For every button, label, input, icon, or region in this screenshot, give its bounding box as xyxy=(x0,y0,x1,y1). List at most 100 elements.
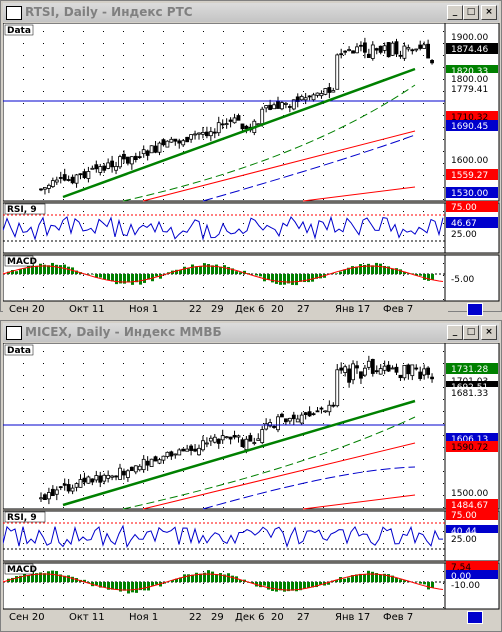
grid-dot xyxy=(183,459,184,460)
grid-dot xyxy=(283,235,284,236)
grid-dot xyxy=(43,247,44,248)
minimize-button[interactable]: _ xyxy=(447,5,463,20)
candle-body xyxy=(67,180,70,181)
candle-body xyxy=(403,365,406,377)
macd-histogram-bar xyxy=(371,572,374,582)
candle-body xyxy=(344,367,347,373)
grid-dot xyxy=(443,91,444,92)
close-button[interactable]: × xyxy=(481,5,497,20)
grid-dot xyxy=(243,607,244,608)
grid-dot xyxy=(343,175,344,176)
date-axis-label: 22 xyxy=(189,304,202,315)
grid-dot xyxy=(243,263,244,264)
grid-dot xyxy=(183,43,184,44)
grid-dot xyxy=(23,363,24,364)
grid-dot xyxy=(303,571,304,572)
grid-dot xyxy=(423,103,424,104)
grid-dot xyxy=(143,163,144,164)
grid-dot xyxy=(123,435,124,436)
grid-dot xyxy=(203,275,204,276)
grid-dot xyxy=(363,363,364,364)
grid-dot xyxy=(143,507,144,508)
candle-body xyxy=(387,365,390,371)
grid-dot xyxy=(143,103,144,104)
grid-dot xyxy=(263,31,264,32)
candle-body xyxy=(91,168,94,169)
grid-dot xyxy=(223,103,224,104)
date-axis-label: 27 xyxy=(297,304,310,315)
macd-histogram-bar xyxy=(199,266,202,274)
grid-dot xyxy=(203,55,204,56)
maximize-button[interactable]: □ xyxy=(463,325,479,340)
candle-body xyxy=(115,476,118,477)
grid-dot xyxy=(283,411,284,412)
grid-dot xyxy=(203,531,204,532)
grid-dot xyxy=(143,199,144,200)
title-bar[interactable]: RTSI, Daily - Индекс РТС _ □ × xyxy=(3,3,499,22)
grid-dot xyxy=(423,531,424,532)
candle-body xyxy=(201,441,204,450)
grid-dot xyxy=(383,115,384,116)
grid-dot xyxy=(343,103,344,104)
grid-dot xyxy=(123,459,124,460)
grid-dot xyxy=(23,43,24,44)
grid-dot xyxy=(83,43,84,44)
grid-dot xyxy=(143,495,144,496)
date-axis-label: Сен 20 xyxy=(9,612,45,623)
macd-histogram-bar xyxy=(231,576,234,582)
candle-body xyxy=(233,435,236,437)
grid-dot xyxy=(323,351,324,352)
grid-dot xyxy=(183,607,184,608)
grid-dot xyxy=(183,583,184,584)
grid-dot xyxy=(283,595,284,596)
navigate-icon[interactable] xyxy=(467,303,483,316)
grid-dot xyxy=(423,435,424,436)
title-bar[interactable]: MICEX, Daily - Индекс ММВБ _ □ × xyxy=(3,323,499,342)
grid-dot xyxy=(423,387,424,388)
grid-dot xyxy=(203,555,204,556)
grid-dot xyxy=(383,163,384,164)
close-button[interactable]: × xyxy=(481,325,497,340)
grid-dot xyxy=(143,55,144,56)
grid-dot xyxy=(243,351,244,352)
macd-histogram-bar xyxy=(147,582,150,590)
grid-dot xyxy=(403,447,404,448)
candle-body xyxy=(261,109,264,123)
grid-dot xyxy=(203,607,204,608)
grid-dot xyxy=(383,495,384,496)
grid-dot xyxy=(103,471,104,472)
candle-body xyxy=(43,188,46,189)
navigate-icon[interactable] xyxy=(467,611,483,624)
date-axis-label: 20 xyxy=(271,304,284,315)
grid-dot xyxy=(123,127,124,128)
macd-histogram-bar xyxy=(35,266,38,274)
minimize-button[interactable]: _ xyxy=(447,325,463,340)
candle-body xyxy=(225,437,228,438)
macd-histogram-bar xyxy=(399,579,402,582)
grid-dot xyxy=(183,31,184,32)
grid-dot xyxy=(303,411,304,412)
grid-dot xyxy=(23,163,24,164)
grid-dot xyxy=(203,31,204,32)
grid-dot xyxy=(223,411,224,412)
macd-histogram-bar xyxy=(151,582,154,586)
maximize-button[interactable]: □ xyxy=(463,5,479,20)
grid-dot xyxy=(303,447,304,448)
candle-body xyxy=(83,478,86,482)
grid-dot xyxy=(203,411,204,412)
grid-dot xyxy=(143,175,144,176)
grid-dot xyxy=(143,375,144,376)
grid-dot xyxy=(23,483,24,484)
grid-dot xyxy=(383,103,384,104)
candle-body xyxy=(122,154,125,159)
grid-dot xyxy=(303,507,304,508)
grid-dot xyxy=(323,555,324,556)
grid-dot xyxy=(343,571,344,572)
grid-dot xyxy=(23,447,24,448)
grid-dot xyxy=(203,543,204,544)
grid-dot xyxy=(203,387,204,388)
